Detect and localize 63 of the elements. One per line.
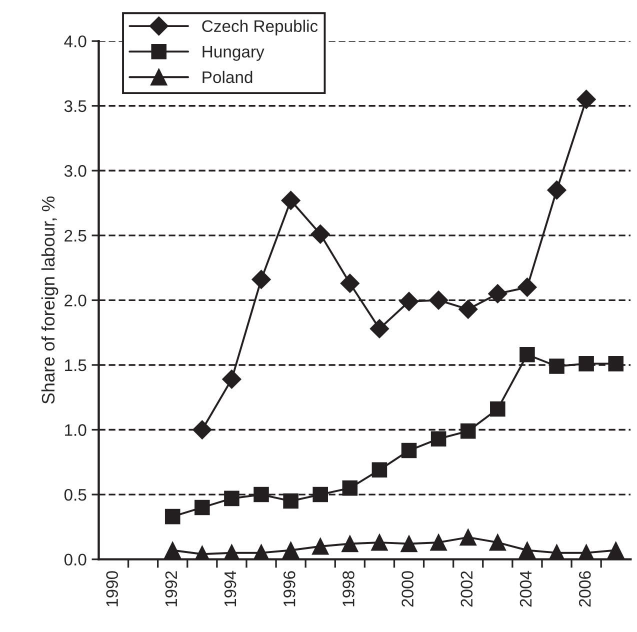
x-tick-label: 1998: [342, 571, 354, 606]
point: [547, 180, 566, 200]
legend-label: Hungary: [202, 46, 264, 61]
point: [518, 278, 537, 297]
point: [460, 528, 476, 546]
point: [224, 490, 240, 506]
point: [222, 370, 242, 389]
x-tick-label: 2000: [402, 571, 414, 607]
point: [430, 534, 447, 551]
point: [192, 420, 212, 440]
legend-label: Czech Republic: [202, 20, 318, 36]
point: [254, 486, 269, 502]
point: [399, 292, 419, 312]
point: [342, 535, 358, 552]
x-tick-label: 1994: [224, 570, 236, 606]
point: [340, 274, 360, 293]
point: [401, 442, 417, 458]
point: [310, 224, 330, 244]
y-tick-label: 1.5: [65, 360, 86, 372]
point: [371, 534, 388, 551]
point: [490, 401, 506, 417]
y-tick-label: 1.0: [65, 424, 86, 436]
point: [488, 284, 508, 304]
point: [458, 300, 478, 319]
y-axis-title: Share of foreign labour, %: [41, 196, 58, 404]
point: [489, 534, 506, 551]
point: [372, 462, 388, 478]
point: [460, 423, 476, 439]
x-tick-label: 1990: [106, 571, 118, 606]
point: [430, 431, 446, 446]
x-tick-label: 2004: [520, 570, 532, 607]
point: [164, 508, 180, 524]
point: [281, 190, 300, 210]
y-tick-label: 3.5: [64, 100, 86, 112]
legend-label: Poland: [202, 70, 252, 84]
point: [518, 542, 536, 559]
y-tick-label: 3.0: [64, 165, 86, 177]
point: [312, 538, 329, 555]
point: [252, 270, 271, 290]
y-tick-label: 0.5: [64, 488, 86, 501]
point: [282, 542, 300, 559]
x-tick-label: 2006: [578, 571, 591, 607]
point: [608, 542, 624, 559]
x-tick-label: 2002: [460, 571, 473, 607]
point: [429, 290, 448, 310]
y-tick-label: 0.0: [64, 554, 86, 566]
y-tick-label: 2.0: [64, 294, 86, 306]
point: [520, 346, 535, 362]
point: [549, 358, 564, 374]
point: [400, 535, 418, 552]
x-tick-label: 1992: [165, 571, 178, 606]
point: [164, 542, 181, 559]
x-tick-label: 1996: [283, 571, 296, 606]
point: [576, 90, 596, 109]
point: [342, 480, 358, 496]
point: [578, 356, 594, 372]
point: [283, 493, 298, 509]
point: [370, 319, 389, 338]
point: [194, 500, 210, 516]
point: [312, 486, 328, 502]
point: [608, 356, 624, 372]
y-tick-label: 4.0: [64, 35, 86, 48]
y-tick-label: 2.5: [64, 230, 86, 242]
